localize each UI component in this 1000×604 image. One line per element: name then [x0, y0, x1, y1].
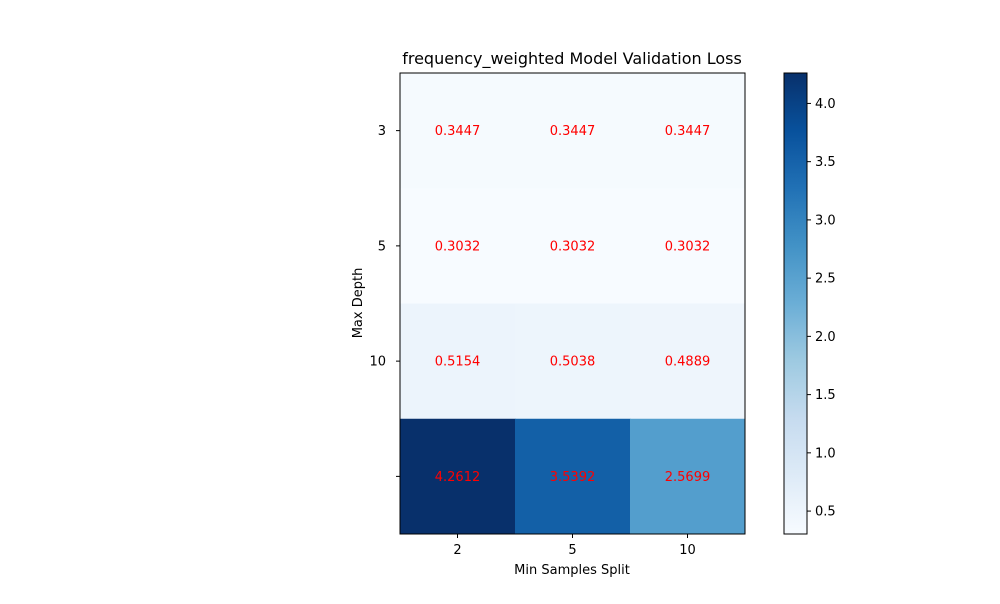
heatmap-cell	[400, 303, 516, 420]
x-axis-ticks: 2 5 10	[453, 534, 696, 558]
heatmap-cell	[515, 188, 631, 304]
heatmap-cell	[630, 418, 746, 535]
y-axis-ticks: 3 5 10	[369, 124, 400, 477]
colorbar-tick-label: 0.5	[815, 505, 836, 520]
heatmap-cell	[515, 73, 631, 189]
heatmap-cell	[515, 303, 631, 420]
cell-value-label: 0.3447	[550, 124, 596, 139]
cell-value-label: 0.5038	[550, 355, 596, 370]
colorbar-tick-label: 4.0	[815, 97, 836, 112]
colorbar-tick-label: 3.5	[815, 155, 836, 170]
heatmap-cells	[400, 73, 746, 535]
cell-value-label: 4.2612	[435, 470, 481, 485]
cell-value-label: 0.3032	[665, 239, 711, 254]
chart-title: frequency_weighted Model Validation Loss	[402, 49, 742, 69]
y-tick-label: 5	[378, 239, 386, 254]
cell-value-label: 2.5699	[665, 470, 711, 485]
colorbar-tick-label: 1.5	[815, 388, 836, 403]
colorbar	[783, 72, 808, 535]
heatmap-cell	[515, 418, 631, 535]
x-axis-label: Min Samples Split	[514, 563, 630, 578]
heatmap-cell	[400, 418, 516, 535]
heatmap-cell	[400, 188, 516, 304]
x-tick-label: 10	[679, 543, 696, 558]
y-tick-label: 10	[369, 355, 386, 370]
colorbar-tick-label: 3.0	[815, 213, 836, 228]
cell-value-label: 0.5154	[435, 355, 481, 370]
heatmap-cell	[400, 73, 516, 189]
x-tick-label: 2	[453, 543, 461, 558]
colorbar-tick-label: 2.0	[815, 330, 836, 345]
colorbar-ticks: 0.5 1.0 1.5 2.0 2.5 3.0 3.5 4.0	[807, 97, 836, 520]
cell-value-label: 0.3032	[550, 239, 596, 254]
cell-value-label: 0.3447	[665, 124, 711, 139]
heatmap-cell	[630, 73, 746, 189]
cell-value-label: 0.3032	[435, 239, 481, 254]
colorbar-tick-label: 1.0	[815, 446, 836, 461]
cell-value-label: 3.5392	[550, 470, 596, 485]
colorbar-tick-label: 2.5	[815, 272, 836, 287]
y-tick-label: 3	[378, 124, 386, 139]
cell-value-label: 0.3447	[435, 124, 481, 139]
x-tick-label: 5	[568, 543, 576, 558]
heatmap-cell	[630, 188, 746, 304]
y-axis-label: Max Depth	[351, 268, 366, 339]
heatmap-cell	[630, 303, 746, 420]
cell-value-label: 0.4889	[665, 355, 711, 370]
heatmap-cell-labels: 0.3447 0.3447 0.3447 0.3032 0.3032 0.3032 0.51…	[435, 124, 711, 485]
